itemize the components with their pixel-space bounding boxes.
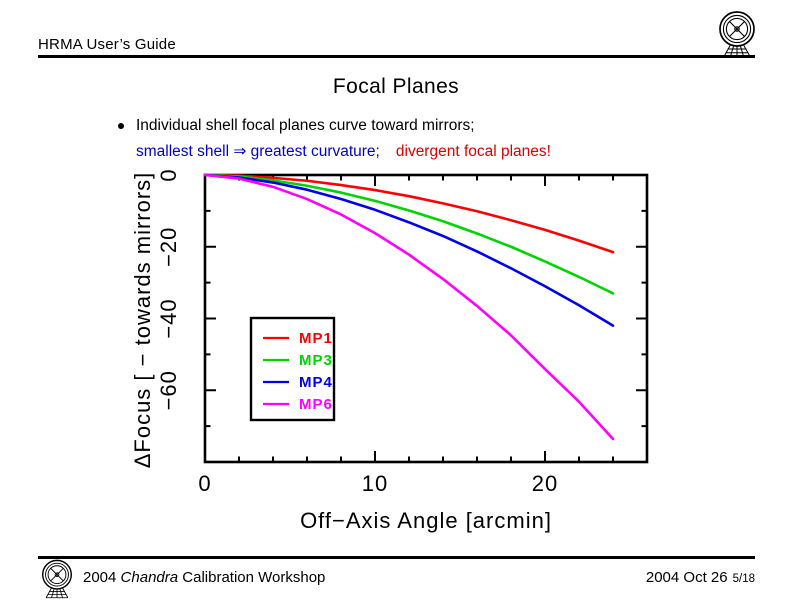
x-axis-title: Off−Axis Angle [arcmin] <box>300 508 552 533</box>
y-tick-label: −60 <box>156 370 181 410</box>
bullet-line2-blue: smallest shell ⇒ greatest curvature; <box>136 143 380 160</box>
bullet-line1: Individual shell focal planes curve towa… <box>136 117 475 134</box>
bullet-line2-red: divergent focal planes! <box>395 143 551 160</box>
bullet-line2: smallest shell ⇒ greatest curvature; dive… <box>136 142 551 161</box>
footer-year: 2004 <box>83 569 117 586</box>
footer-page-number: 5/18 <box>732 573 755 585</box>
bullet-marker <box>118 123 124 129</box>
footer-date: 2004 Oct 26 <box>645 569 728 586</box>
footer-workshop-text: Calibration Workshop <box>182 569 326 586</box>
legend-box <box>249 316 336 422</box>
plot-frame <box>203 173 649 464</box>
series-MP4 <box>203 173 615 327</box>
legend-label-MP1: MP1 <box>299 330 333 347</box>
y-tick-label: −40 <box>156 298 181 338</box>
header-title: HRMA User’s Guide <box>38 36 176 53</box>
chandra-emblem-footer-icon <box>42 559 72 599</box>
bullet-item: Individual shell focal planes curve towa… <box>118 117 475 135</box>
footer-date-page: 2004 Oct 26 5/18 <box>646 569 755 586</box>
footer-workshop-label: 2004 Chandra Calibration Workshop <box>83 569 325 586</box>
series-MP3 <box>203 173 615 295</box>
legend-label-MP4: MP4 <box>299 374 333 391</box>
y-axis-title: ΔFocus [ − towards mirrors] <box>130 172 155 469</box>
y-tick-label: −20 <box>156 227 181 267</box>
legend-label-MP3: MP3 <box>299 352 333 369</box>
series-MP6 <box>203 173 615 441</box>
x-tick-label: 10 <box>362 471 388 496</box>
footer-rule <box>38 556 755 559</box>
x-tick-label: 20 <box>532 471 558 496</box>
page-title: Focal Planes <box>332 75 460 98</box>
series-MP1 <box>203 173 615 254</box>
header-rule <box>38 55 755 58</box>
y-tick-label: 0 <box>156 168 181 181</box>
x-tick-label: 0 <box>198 471 211 496</box>
legend-label-MP6: MP6 <box>299 396 333 413</box>
chandra-emblem-icon <box>719 11 755 57</box>
footer-mission-name: Chandra <box>120 569 179 586</box>
